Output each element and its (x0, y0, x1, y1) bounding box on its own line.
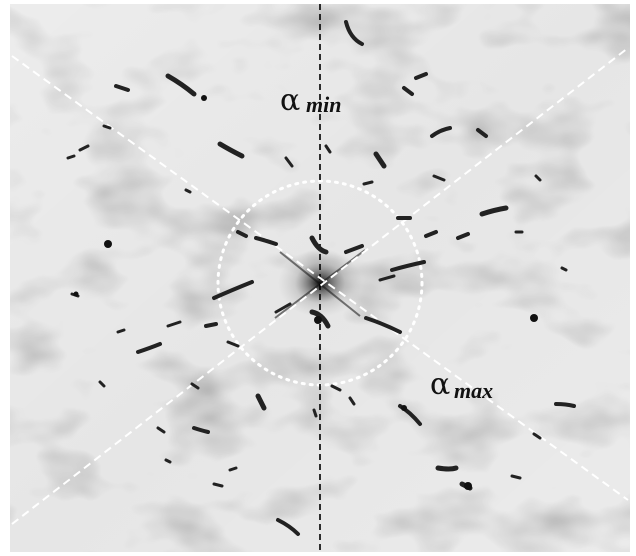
streak (348, 396, 356, 406)
streak (344, 244, 364, 254)
streak (78, 144, 90, 152)
streak (274, 302, 292, 314)
streak (228, 466, 238, 472)
alpha-max-subscript: max (454, 378, 493, 403)
spot (464, 482, 472, 490)
alpha-max-symbol: α (430, 367, 450, 402)
streak (432, 174, 446, 182)
streak (190, 382, 200, 390)
streak (98, 380, 106, 388)
alpha-min-subscript: min (306, 92, 341, 117)
streak (254, 236, 278, 246)
streak (156, 426, 166, 434)
streak (560, 266, 568, 272)
streak (114, 84, 130, 92)
alpha-min-symbol: α (280, 83, 300, 118)
streak (212, 482, 224, 488)
streak (362, 180, 374, 186)
diffraction-spots (73, 95, 538, 490)
streak (184, 188, 192, 194)
streak (165, 73, 197, 97)
streak (204, 322, 218, 328)
alpha-min-label: α min (280, 83, 341, 118)
alpha-max-label: α max (430, 367, 493, 403)
streak (226, 340, 240, 348)
streak (66, 154, 76, 160)
streak (390, 260, 426, 272)
streak (212, 280, 254, 300)
streak (534, 174, 542, 182)
streak (402, 86, 414, 96)
streak (364, 316, 402, 334)
streak (309, 235, 329, 255)
streak (456, 232, 470, 240)
streak (510, 474, 522, 480)
streak (532, 432, 542, 440)
spot (73, 291, 79, 297)
streak (330, 384, 342, 392)
streak (312, 408, 318, 418)
streak (276, 518, 300, 536)
spot (401, 405, 407, 411)
streak (344, 20, 364, 46)
streak (192, 426, 210, 434)
diffraction-streaks (66, 20, 576, 536)
spot (201, 95, 207, 101)
spot (104, 240, 112, 248)
streak (378, 274, 396, 282)
streak (554, 402, 576, 408)
streak (430, 126, 452, 138)
streak (435, 465, 459, 472)
streak (309, 309, 331, 329)
streak (476, 128, 488, 138)
streak (136, 342, 162, 354)
spot (530, 314, 538, 322)
streak (236, 230, 248, 238)
streak (116, 328, 126, 334)
streak (217, 141, 245, 159)
streak (284, 156, 294, 168)
streak (479, 205, 509, 217)
streak (102, 124, 112, 130)
streak (255, 393, 267, 411)
streak (424, 230, 438, 238)
streak (164, 458, 172, 464)
streak (373, 151, 387, 169)
diagonal-dashed-axis-1 (11, 55, 629, 501)
streak (166, 320, 182, 328)
streak (414, 72, 428, 80)
streak (324, 144, 332, 154)
spot (314, 316, 322, 324)
